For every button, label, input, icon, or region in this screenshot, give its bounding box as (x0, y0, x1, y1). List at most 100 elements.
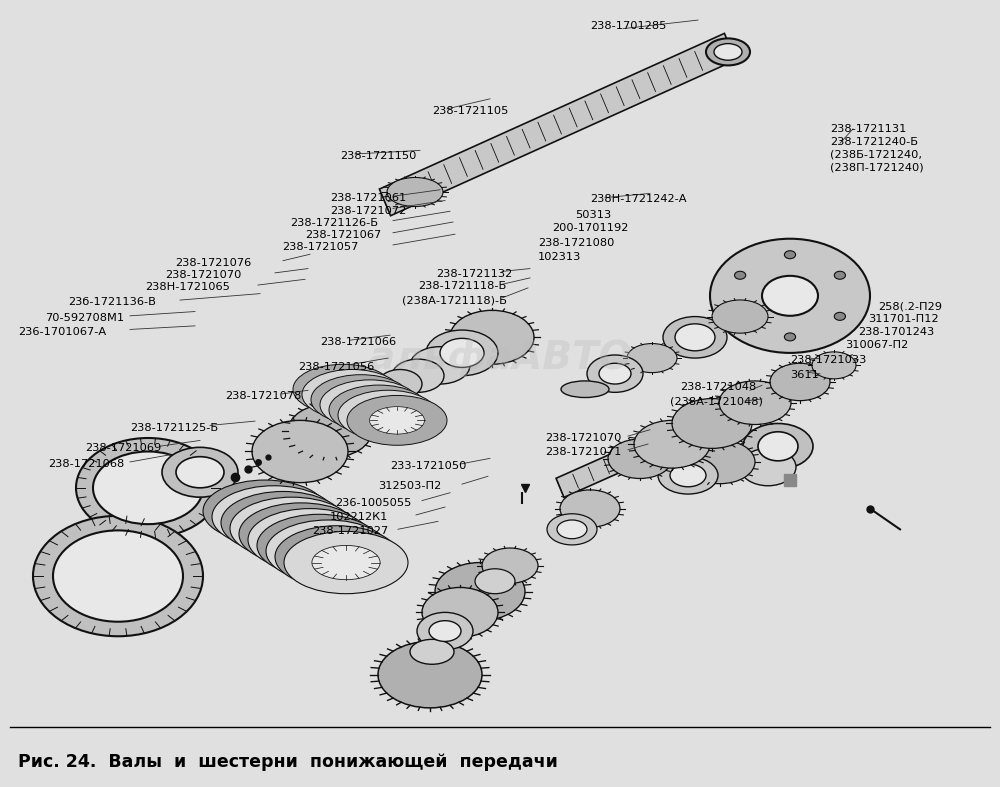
Ellipse shape (248, 508, 372, 571)
Ellipse shape (33, 515, 203, 636)
Ellipse shape (176, 456, 224, 488)
Ellipse shape (587, 355, 643, 393)
Text: альфаАВТО: альфаАВТО (368, 339, 632, 377)
Ellipse shape (784, 251, 796, 259)
Ellipse shape (334, 386, 388, 413)
Ellipse shape (663, 316, 727, 358)
Ellipse shape (266, 520, 390, 582)
Text: 238-1721076: 238-1721076 (175, 258, 251, 268)
Ellipse shape (320, 380, 420, 430)
Ellipse shape (76, 438, 220, 538)
Ellipse shape (302, 370, 402, 419)
Text: 238-1721118-Б: 238-1721118-Б (418, 282, 506, 291)
Ellipse shape (547, 514, 597, 545)
Ellipse shape (352, 397, 406, 423)
Text: 236-1701067-А: 236-1701067-А (18, 327, 106, 337)
Ellipse shape (284, 531, 408, 593)
Ellipse shape (342, 391, 398, 419)
Ellipse shape (311, 375, 411, 424)
Ellipse shape (608, 439, 672, 478)
Ellipse shape (740, 449, 796, 486)
Ellipse shape (440, 338, 484, 368)
Ellipse shape (429, 621, 461, 641)
Text: 238-1721027: 238-1721027 (312, 527, 388, 537)
Ellipse shape (347, 395, 447, 445)
Ellipse shape (221, 491, 345, 554)
Ellipse shape (658, 456, 718, 494)
Ellipse shape (360, 401, 416, 429)
Text: 238-1721131: 238-1721131 (830, 124, 906, 134)
Text: 238-1721078: 238-1721078 (225, 391, 301, 401)
Ellipse shape (392, 359, 444, 393)
Ellipse shape (812, 352, 856, 379)
Ellipse shape (770, 364, 830, 401)
Ellipse shape (324, 381, 380, 408)
Ellipse shape (743, 423, 813, 469)
Ellipse shape (410, 346, 470, 384)
Ellipse shape (249, 505, 317, 540)
Ellipse shape (93, 452, 203, 524)
Ellipse shape (685, 440, 755, 484)
Ellipse shape (560, 490, 620, 527)
Ellipse shape (288, 404, 372, 458)
Ellipse shape (303, 540, 371, 574)
Ellipse shape (293, 364, 393, 414)
Ellipse shape (735, 272, 746, 279)
Ellipse shape (252, 420, 348, 482)
Ellipse shape (417, 612, 473, 650)
Text: 233-1721050: 233-1721050 (390, 461, 466, 471)
Ellipse shape (294, 534, 362, 568)
Ellipse shape (276, 523, 344, 557)
Ellipse shape (230, 497, 354, 560)
Text: 102212К1: 102212К1 (330, 512, 388, 522)
Ellipse shape (422, 587, 498, 637)
Text: 200-1701192: 200-1701192 (552, 224, 628, 234)
Text: 258(.2-П29: 258(.2-П29 (878, 301, 942, 312)
Ellipse shape (426, 330, 498, 375)
Ellipse shape (239, 503, 363, 565)
Ellipse shape (758, 432, 798, 461)
Ellipse shape (410, 639, 454, 664)
Text: 102313: 102313 (538, 252, 581, 262)
Ellipse shape (450, 310, 534, 364)
Text: 238-1721080: 238-1721080 (538, 238, 614, 249)
Ellipse shape (561, 381, 609, 397)
Ellipse shape (162, 447, 238, 497)
Ellipse shape (706, 39, 750, 65)
Ellipse shape (762, 275, 818, 316)
Text: 238-1721057: 238-1721057 (282, 242, 358, 252)
Ellipse shape (672, 398, 752, 449)
Ellipse shape (675, 323, 715, 351)
Text: 238-1721105: 238-1721105 (432, 106, 508, 116)
Ellipse shape (316, 375, 370, 403)
Text: 312503-П2: 312503-П2 (378, 482, 441, 491)
Ellipse shape (482, 548, 538, 583)
Text: 238-1721072: 238-1721072 (330, 205, 406, 216)
Text: 238-1721070: 238-1721070 (545, 434, 621, 443)
Ellipse shape (285, 528, 353, 563)
Ellipse shape (719, 381, 791, 424)
Text: 238-1721132: 238-1721132 (436, 268, 512, 279)
Text: 238-1721070: 238-1721070 (165, 270, 241, 280)
Text: 238Н-1721065: 238Н-1721065 (145, 283, 230, 292)
Text: 238-1721061: 238-1721061 (330, 194, 406, 203)
Ellipse shape (378, 370, 422, 398)
Ellipse shape (267, 517, 335, 551)
Ellipse shape (714, 43, 742, 60)
Text: 70-592708М1: 70-592708М1 (45, 313, 124, 323)
Text: 238-1701243: 238-1701243 (858, 327, 934, 338)
Ellipse shape (258, 512, 326, 545)
Ellipse shape (834, 272, 845, 279)
Ellipse shape (387, 178, 443, 206)
Text: Рис. 24.  Валы  и  шестерни  понижающей  передачи: Рис. 24. Валы и шестерни понижающей пере… (18, 753, 558, 771)
Text: 238-1721126-Б: 238-1721126-Б (290, 218, 378, 227)
Text: 238-1721240-Б: 238-1721240-Б (830, 137, 918, 147)
Text: 238-1721048: 238-1721048 (680, 382, 756, 393)
Ellipse shape (257, 514, 381, 577)
Ellipse shape (53, 530, 183, 622)
Text: 238-1721150: 238-1721150 (340, 151, 416, 161)
Ellipse shape (203, 480, 327, 542)
Text: 311701-П12: 311701-П12 (868, 315, 939, 324)
Ellipse shape (557, 520, 587, 538)
Ellipse shape (475, 569, 515, 593)
